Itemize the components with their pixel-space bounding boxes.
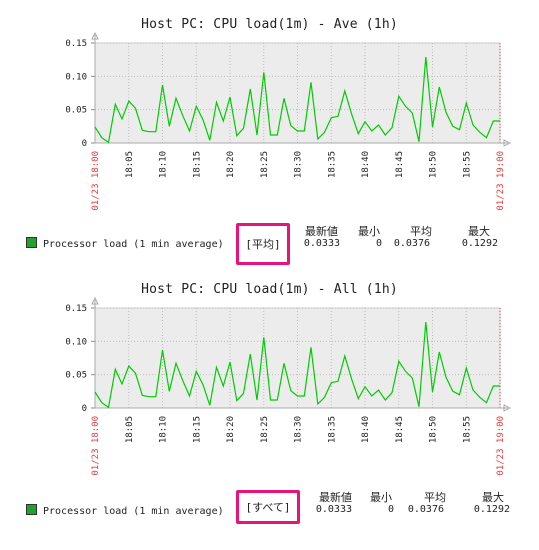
x-tick-label: 18:05 xyxy=(125,416,135,443)
x-tick-label: 18:35 xyxy=(327,416,337,443)
legend-item: Processor load (1 min average) xyxy=(26,504,224,517)
stat-header-min: 最小 xyxy=(370,491,392,504)
legend-label: Processor load (1 min average) xyxy=(43,239,224,250)
x-tick-label: 18:55 xyxy=(462,151,472,178)
x-tick-label: 18:50 xyxy=(429,416,439,443)
chart-title: Host PC: CPU load(1m) - Ave (1h) xyxy=(141,17,398,32)
x-tick-label: 18:35 xyxy=(327,151,337,178)
stat-value-avg: 0.0376 xyxy=(407,504,444,515)
x-tick-label: 18:20 xyxy=(226,416,236,443)
function-label-box: [平均] xyxy=(236,223,290,265)
y-tick-label: 0 xyxy=(82,404,87,414)
x-axis-arrow xyxy=(503,404,512,412)
y-tick-label: 0 xyxy=(82,139,87,149)
y-tick-label: 0.10 xyxy=(65,337,87,347)
stat-value-avg: 0.0376 xyxy=(393,238,430,249)
x-tick-label: 18:45 xyxy=(395,151,405,178)
x-tick-label: 18:15 xyxy=(192,416,202,443)
x-tick-label: 18:50 xyxy=(429,151,439,178)
x-tick-label: 18:30 xyxy=(294,416,304,443)
legend-label: Processor load (1 min average) xyxy=(43,506,224,517)
stat-value-max: 0.1292 xyxy=(473,504,510,515)
chart-title: Host PC: CPU load(1m) - All (1h) xyxy=(141,282,398,297)
y-axis-arrow xyxy=(91,31,99,40)
stat-value-max: 0.1292 xyxy=(461,238,498,249)
stat-header-max: 最大 xyxy=(468,225,490,238)
stat-header-avg: 平均 xyxy=(424,491,446,504)
x-tick-label: 18:30 xyxy=(294,151,304,178)
x-tick-label: 18:05 xyxy=(125,151,135,178)
y-tick-label: 0.15 xyxy=(65,304,87,314)
line-chart: 0.15 0.10 0.05 0 18:05 18:10 18:15 18:20 18:25 18… xyxy=(65,296,512,476)
x-tick-label: 18:40 xyxy=(361,151,371,178)
x-tick-label: 18:10 xyxy=(159,151,169,178)
y-tick-label: 0.15 xyxy=(65,39,87,49)
x-tick-label: 18:40 xyxy=(361,416,371,443)
x-edge-label: 01/23 18:00 xyxy=(91,416,101,476)
stat-header-last: 最新値 xyxy=(305,225,338,238)
x-tick-label: 18:10 xyxy=(159,416,169,443)
stat-value-last: 0.0333 xyxy=(303,238,340,249)
x-tick-label: 18:55 xyxy=(462,416,472,443)
function-label: [すべて] xyxy=(245,501,291,514)
y-tick-label: 0.05 xyxy=(65,371,87,381)
x-axis-arrow xyxy=(503,139,512,147)
x-tick-label: 18:25 xyxy=(260,151,270,178)
stat-value-min: 0 xyxy=(387,504,394,515)
x-tick-label: 18:25 xyxy=(260,416,270,443)
legend-swatch xyxy=(26,237,37,248)
x-tick-label: 18:20 xyxy=(226,151,236,178)
x-edge-label: 01/23 18:00 xyxy=(91,151,101,211)
legend-item: Processor load (1 min average) xyxy=(26,237,224,250)
stat-value-last: 0.0333 xyxy=(315,504,352,515)
series-line xyxy=(94,321,500,409)
function-label-box: [すべて] xyxy=(236,490,300,524)
y-axis-arrow xyxy=(91,296,99,305)
stat-header-last: 最新値 xyxy=(319,491,352,504)
stat-value-min: 0 xyxy=(375,238,382,249)
stat-header-max: 最大 xyxy=(482,491,504,504)
legend-swatch xyxy=(26,504,37,515)
y-tick-label: 0.05 xyxy=(65,106,87,116)
stat-header-avg: 平均 xyxy=(410,225,432,238)
x-tick-label: 18:45 xyxy=(395,416,405,443)
x-tick-label: 18:15 xyxy=(192,151,202,178)
function-label: [平均] xyxy=(245,238,281,251)
line-chart: 0.15 0.10 0.05 0 18:05 18:10 18:15 18:20 18:25 18… xyxy=(65,31,512,211)
x-edge-label: 01/23 19:00 xyxy=(496,416,506,476)
graph-panel-all: Host PC: CPU load(1m) - All (1h) 0.15 0.1… xyxy=(0,265,539,535)
x-edge-label: 01/23 19:00 xyxy=(496,151,506,211)
graph-panel-average: Host PC: CPU load(1m) - Ave (1h) 0.15 0.1… xyxy=(0,0,539,270)
series-line xyxy=(94,56,500,144)
stat-header-min: 最小 xyxy=(358,225,380,238)
y-tick-label: 0.10 xyxy=(65,72,87,82)
